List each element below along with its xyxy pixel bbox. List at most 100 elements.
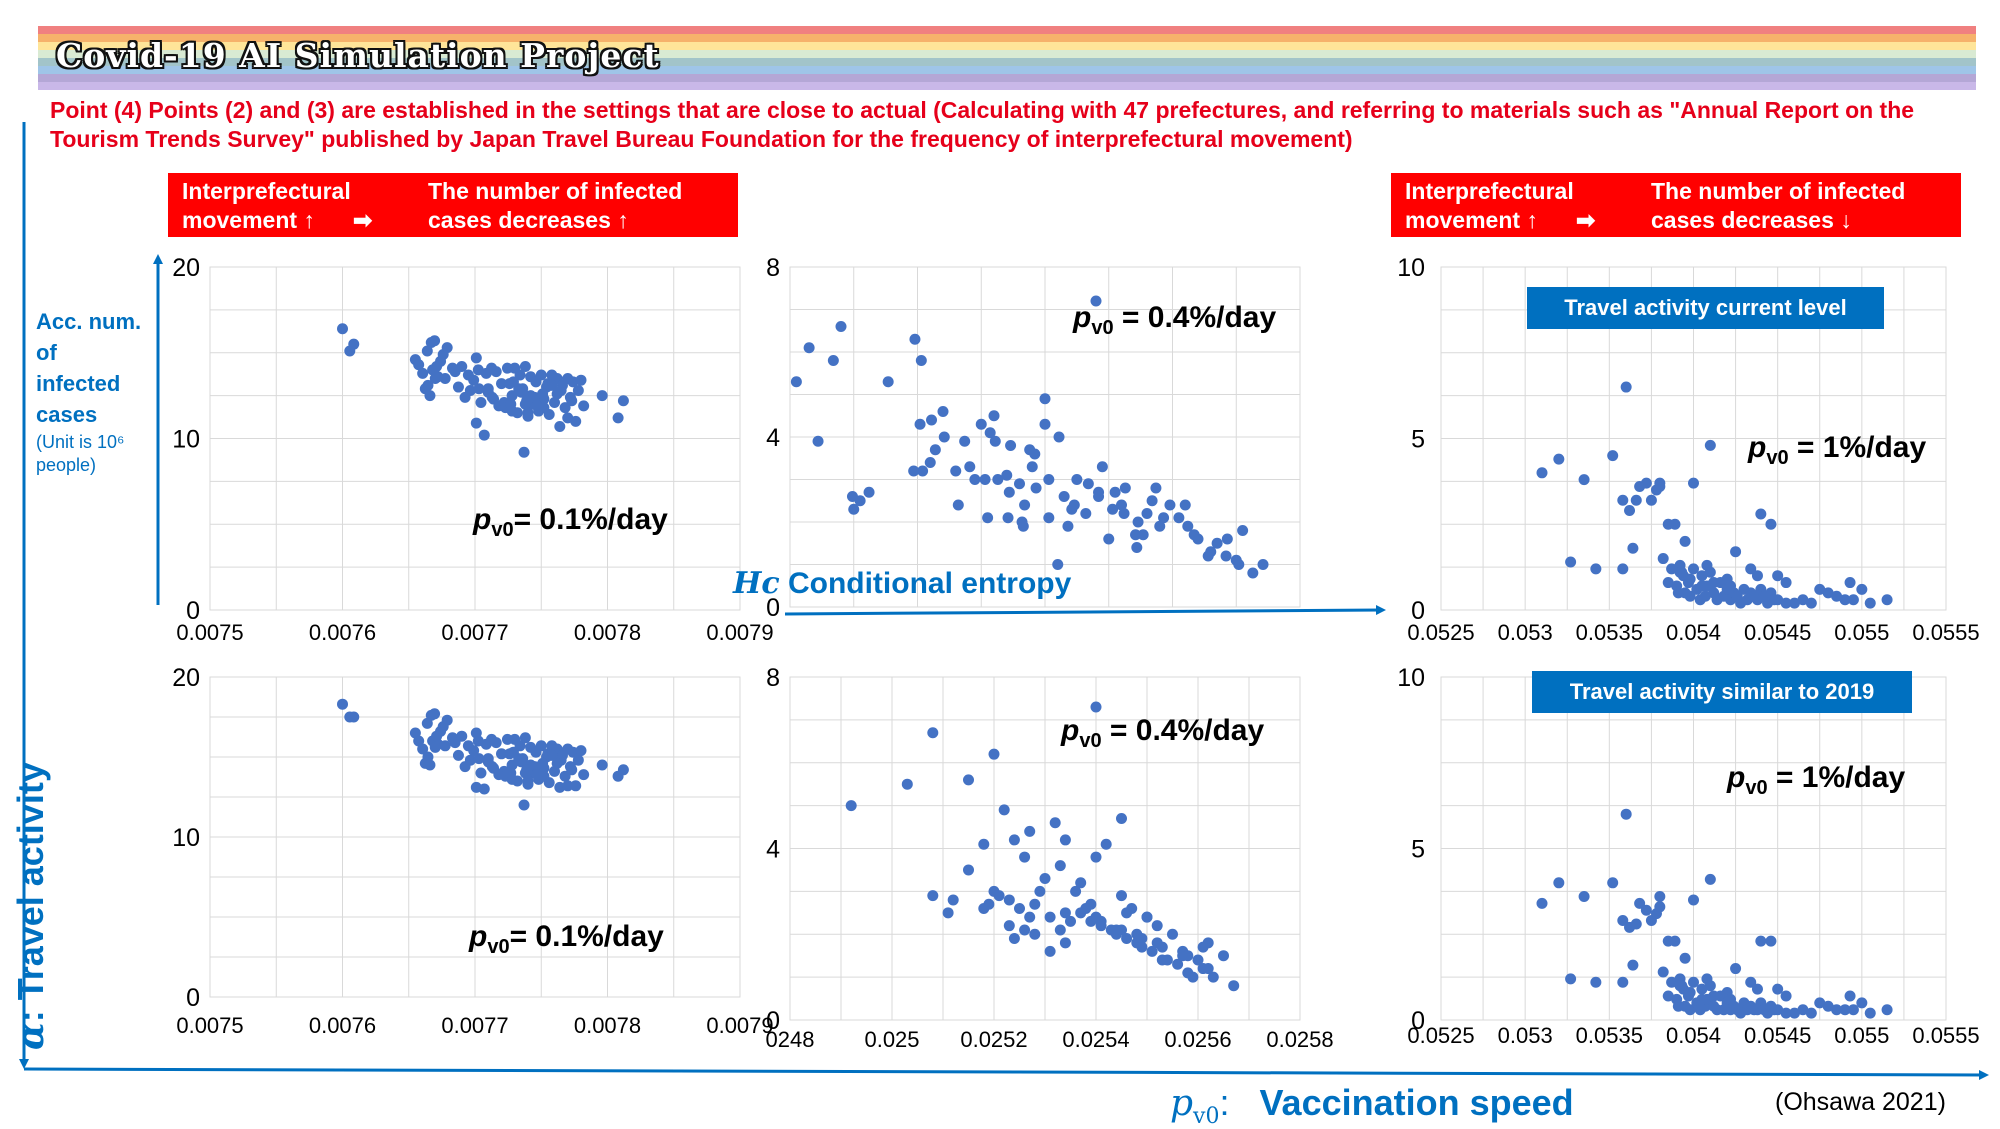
- data-point: [473, 753, 485, 765]
- x-tick-label: 0.0254: [1062, 1027, 1129, 1052]
- left-box-line2: movement ↑: [182, 207, 315, 233]
- data-point: [473, 383, 485, 395]
- data-point: [546, 749, 558, 761]
- data-point: [441, 714, 453, 726]
- data-point: [1008, 834, 1020, 846]
- data-point: [1627, 959, 1639, 971]
- data-point: [1745, 976, 1757, 988]
- data-point: [1017, 520, 1029, 532]
- data-point: [1121, 933, 1133, 945]
- data-point: [1026, 461, 1038, 473]
- data-point: [1151, 920, 1163, 932]
- data-point: [963, 774, 974, 786]
- data-point: [882, 376, 894, 388]
- data-point: [562, 412, 574, 424]
- data-point: [468, 374, 480, 386]
- data-point: [969, 474, 981, 485]
- data-point: [1672, 1000, 1684, 1012]
- data-point: [1590, 976, 1602, 988]
- y-tick-label: 5: [1411, 836, 1425, 864]
- data-point: [490, 737, 502, 749]
- x-tick-label: 0.0075: [176, 1013, 243, 1038]
- data-point: [1116, 812, 1127, 824]
- data-point: [1146, 945, 1158, 957]
- data-point: [1058, 491, 1070, 502]
- data-point: [1772, 983, 1784, 995]
- data-point: [1654, 477, 1666, 489]
- data-point: [1085, 898, 1097, 910]
- x-tick-label: 0.025: [864, 1027, 919, 1052]
- data-point: [1831, 1004, 1843, 1016]
- data-point: [993, 890, 1005, 902]
- data-point: [439, 740, 451, 752]
- data-point: [1617, 563, 1629, 575]
- data-point: [456, 360, 468, 372]
- data-point: [790, 376, 802, 388]
- data-point: [1617, 915, 1629, 927]
- data-point: [1116, 499, 1127, 511]
- data-point: [1167, 928, 1178, 940]
- data-point: [1172, 958, 1184, 970]
- data-point: [337, 698, 348, 710]
- data-point: [1772, 570, 1784, 582]
- data-point: [1116, 890, 1127, 902]
- y-tick-label: 20: [172, 664, 200, 692]
- data-point: [1780, 990, 1792, 1002]
- data-point: [1202, 963, 1214, 975]
- data-point: [1220, 550, 1232, 562]
- data-point: [348, 338, 360, 350]
- data-point: [1864, 597, 1876, 609]
- data-point: [1002, 512, 1014, 524]
- entropy-arrow: [784, 605, 1386, 616]
- data-point: [468, 745, 480, 757]
- data-point: [1100, 838, 1112, 850]
- vaccination-speed-label: pv0: Vaccination speed: [1170, 1082, 1574, 1129]
- data-point: [1043, 512, 1055, 524]
- data-point: [1708, 577, 1720, 589]
- data-point: [612, 770, 624, 782]
- data-point: [522, 775, 534, 787]
- data-point: [1674, 980, 1686, 992]
- data-point: [1657, 553, 1669, 565]
- data-point: [803, 342, 815, 354]
- left-red-box: Interprefectural movement ↑ ➡ The number…: [168, 173, 738, 237]
- data-point: [1043, 474, 1055, 485]
- y-tick-label: 0: [1411, 1007, 1425, 1035]
- data-point: [1630, 494, 1642, 506]
- data-point: [1725, 580, 1737, 592]
- data-point: [1179, 499, 1191, 511]
- data-point: [1688, 477, 1699, 489]
- data-point: [429, 372, 441, 384]
- data-point: [1789, 1007, 1800, 1019]
- data-point: [1847, 1004, 1859, 1016]
- data-point: [942, 907, 954, 919]
- data-point: [475, 396, 487, 408]
- x-tick-label: 0.0252: [960, 1027, 1027, 1052]
- data-point: [1590, 563, 1602, 575]
- data-point: [988, 748, 1000, 760]
- data-point: [1654, 901, 1666, 913]
- data-point: [1780, 577, 1792, 589]
- data-point: [1565, 973, 1577, 985]
- data-point: [1844, 577, 1856, 589]
- data-point: [1666, 563, 1678, 575]
- data-point: [1772, 594, 1784, 606]
- data-point: [1130, 529, 1142, 541]
- data-point: [1024, 825, 1036, 837]
- y-label-line1: Acc. num.: [36, 309, 142, 334]
- data-point: [937, 406, 949, 417]
- data-point: [1187, 971, 1199, 983]
- x-tick-label: 0.0535: [1576, 620, 1643, 645]
- data-point: [1856, 997, 1868, 1009]
- y-tick-label: 10: [172, 426, 200, 454]
- right-box-line3: The number of infected: [1651, 178, 1906, 204]
- data-point: [1075, 877, 1087, 889]
- x-tick-label: 0.055: [1834, 1023, 1889, 1048]
- data-point: [1627, 542, 1639, 554]
- data-point: [1197, 941, 1209, 953]
- data-point: [1150, 482, 1162, 494]
- data-point: [1536, 467, 1548, 479]
- data-point: [845, 800, 857, 812]
- data-point: [566, 764, 578, 776]
- data-point: [1679, 535, 1691, 547]
